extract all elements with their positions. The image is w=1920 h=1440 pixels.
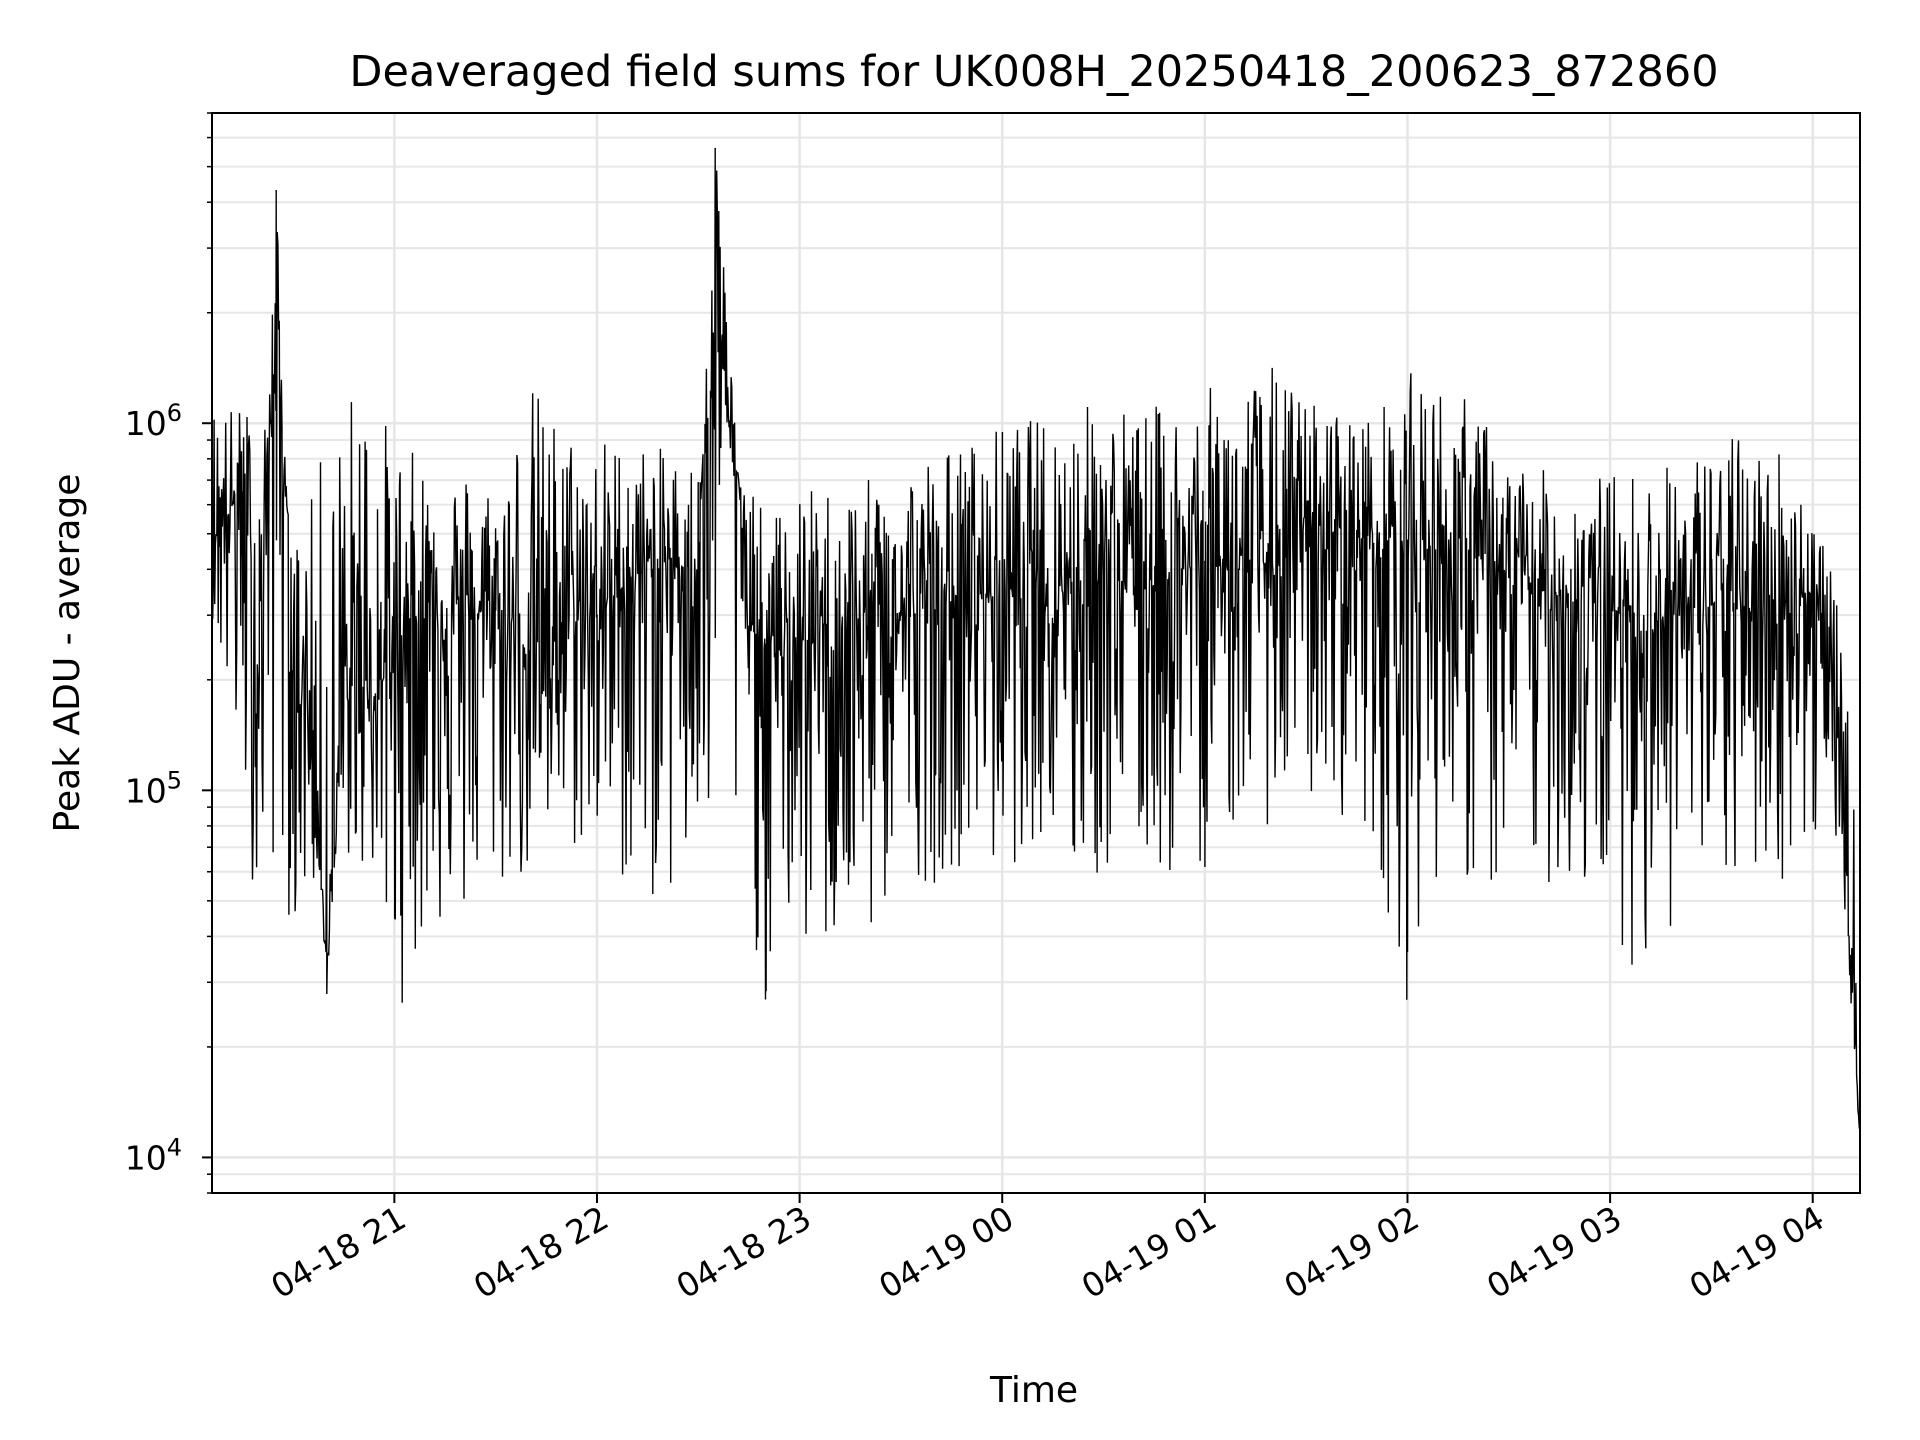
- data-point: [427, 599, 429, 601]
- data-point: [342, 704, 345, 707]
- data-point: [1102, 572, 1105, 575]
- data-point: [1305, 549, 1307, 552]
- data-point: [1271, 560, 1274, 563]
- chart-title: Deaveraged field sums for UK008H_2025041…: [349, 47, 1718, 97]
- data-point: [1136, 580, 1139, 583]
- data-point: [714, 147, 716, 150]
- y-tick-exponent: 4: [167, 1133, 182, 1161]
- data-point: [1372, 542, 1375, 545]
- data-point: [376, 695, 379, 698]
- data-point: [798, 637, 801, 639]
- y-tick-label: 104: [125, 1133, 182, 1177]
- y-tick-base: 10: [125, 404, 167, 443]
- data-point: [866, 625, 868, 627]
- data-point: [1845, 870, 1848, 873]
- data-point: [1744, 609, 1746, 611]
- data-point: [629, 576, 632, 579]
- data-point: [1609, 609, 1611, 611]
- data-point: [1507, 576, 1510, 579]
- x-axis-label: Time: [989, 1370, 1078, 1411]
- data-point: [1237, 568, 1240, 571]
- data-point: [1001, 589, 1004, 592]
- data-point: [748, 625, 750, 627]
- data-point: [562, 619, 565, 622]
- data-point: [1474, 556, 1476, 559]
- data-point: [1068, 576, 1071, 579]
- data-point: [1440, 549, 1443, 552]
- data-point: [461, 614, 463, 616]
- data-point: [1778, 599, 1780, 601]
- data-point: [393, 643, 396, 646]
- data-point: [1541, 589, 1544, 592]
- data-series: [211, 147, 1861, 1144]
- data-point: [241, 491, 244, 493]
- data-point: [1035, 585, 1037, 587]
- data-point: [1710, 604, 1713, 606]
- data-point: [309, 695, 311, 698]
- data-point: [765, 643, 767, 646]
- y-tick-exponent: 6: [167, 399, 182, 427]
- data-point: [967, 594, 970, 597]
- data-point: [1170, 576, 1172, 579]
- data-point: [1676, 614, 1679, 616]
- data-point: [359, 679, 362, 681]
- data-point: [326, 992, 328, 995]
- data-point: [258, 679, 261, 681]
- y-tick-label: 106: [125, 399, 182, 443]
- data-point: [1406, 539, 1409, 542]
- plot-frame: [211, 112, 1861, 1194]
- y-tick-base: 10: [125, 771, 167, 810]
- data-point: [900, 614, 902, 616]
- data-point: [1828, 679, 1831, 681]
- data-point: [781, 656, 784, 659]
- data-point: [1204, 560, 1206, 563]
- data-point: [1339, 526, 1341, 529]
- data-point: [596, 614, 598, 616]
- y-tick-exponent: 5: [167, 766, 182, 794]
- data-point: [275, 189, 277, 192]
- data-point: [1643, 619, 1645, 622]
- data-point: [663, 560, 666, 563]
- data-point: [1811, 589, 1814, 592]
- y-axis-label: Peak ADU - average: [47, 474, 88, 833]
- data-point: [292, 687, 294, 689]
- data-point: [528, 649, 531, 652]
- y-tick-label: 105: [125, 766, 182, 810]
- data-point: [832, 649, 835, 652]
- data-point: [1575, 599, 1578, 601]
- data-point: [933, 609, 936, 611]
- data-point: [697, 568, 700, 571]
- data-point: [494, 609, 497, 611]
- y-tick-base: 10: [125, 1138, 167, 1177]
- series-line: [212, 148, 1860, 1143]
